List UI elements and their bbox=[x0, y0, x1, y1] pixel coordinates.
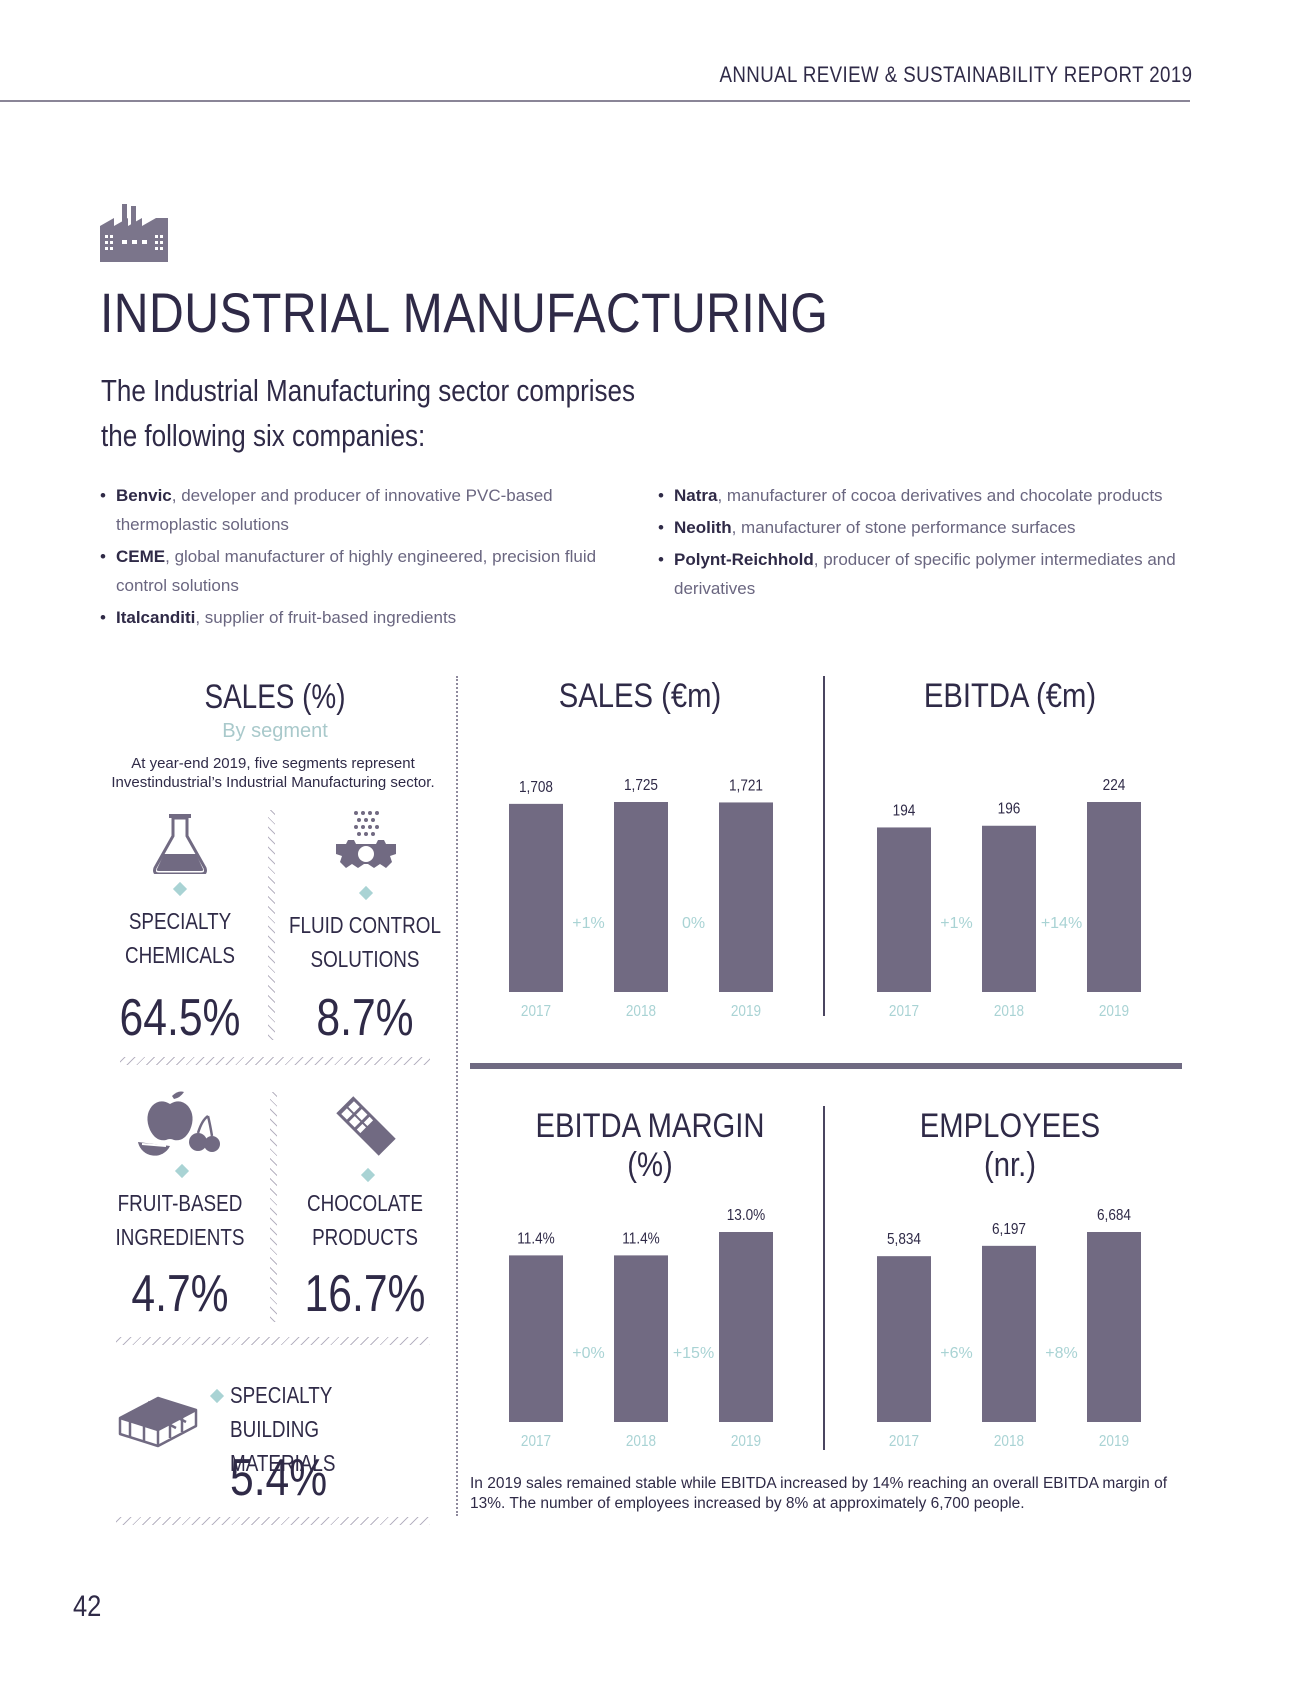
bar-2019 bbox=[1087, 802, 1141, 992]
intro-text: The Industrial Manufacturing sector comp… bbox=[101, 373, 636, 453]
bar-2017 bbox=[509, 1255, 563, 1422]
bar-2018 bbox=[982, 1245, 1036, 1422]
chart-divider bbox=[470, 1063, 1182, 1069]
bar-2017 bbox=[877, 1256, 931, 1422]
summary-text: In 2019 sales remained stable while EBIT… bbox=[470, 1475, 1168, 1512]
data-label: 11.4% bbox=[622, 1230, 660, 1247]
x-tick-label: 2019 bbox=[1099, 1003, 1129, 1020]
header-rule bbox=[0, 100, 1190, 102]
segment-diamond bbox=[360, 1167, 376, 1183]
x-tick-label: 2018 bbox=[994, 1433, 1024, 1450]
bar-2018 bbox=[614, 802, 668, 992]
zigzag-divider bbox=[116, 1517, 430, 1525]
data-label: 11.4% bbox=[517, 1230, 555, 1247]
bar-2019 bbox=[719, 1232, 773, 1422]
x-tick-label: 2018 bbox=[994, 1003, 1024, 1020]
company-list-left: Benvic, developer and producer of innova… bbox=[100, 481, 630, 635]
list-item: Italcanditi, supplier of fruit-based ing… bbox=[100, 603, 630, 632]
bar-2019 bbox=[1087, 1232, 1141, 1422]
change-label: +6% bbox=[940, 1345, 972, 1362]
segment-percent: 16.7% bbox=[304, 1265, 426, 1323]
panel-separator bbox=[456, 676, 458, 1516]
chart-ebitda: 194 2017 196 2018 224 2019 +1% +14% bbox=[877, 777, 1141, 1020]
chart-sales: 1,708 2017 1,725 2018 1,721 2019 +1% 0% bbox=[509, 777, 773, 1020]
x-tick-label: 2019 bbox=[731, 1003, 761, 1020]
company-list-right: Natra, manufacturer of cocoa derivatives… bbox=[658, 481, 1188, 606]
change-label: +15% bbox=[673, 1345, 714, 1362]
bar-2019 bbox=[719, 802, 773, 992]
report-title: ANNUAL REVIEW & SUSTAINABILITY REPORT 20… bbox=[719, 62, 1193, 87]
chocolate-bar-icon bbox=[336, 1096, 396, 1156]
data-label: 1,721 bbox=[729, 778, 763, 795]
x-tick-label: 2017 bbox=[889, 1003, 919, 1020]
chart-divider bbox=[823, 1106, 825, 1450]
chart-employees: 5,834 2017 6,197 2018 6,684 2019 +6% +8% bbox=[877, 1207, 1141, 1450]
segment-diamond bbox=[358, 885, 374, 901]
x-tick-label: 2019 bbox=[1099, 1433, 1129, 1450]
list-item: CEME, global manufacturer of highly engi… bbox=[100, 542, 630, 600]
data-label: 1,708 bbox=[519, 779, 553, 796]
segment-percent: 8.7% bbox=[316, 989, 414, 1047]
zigzag-divider bbox=[270, 1092, 277, 1322]
list-item: Benvic, developer and producer of innova… bbox=[100, 481, 630, 539]
x-tick-label: 2018 bbox=[626, 1003, 656, 1020]
change-label: +8% bbox=[1045, 1345, 1077, 1362]
fruit-icon bbox=[138, 1091, 220, 1156]
bar-2018 bbox=[614, 1255, 668, 1422]
chart-divider bbox=[823, 676, 825, 1016]
data-label: 13.0% bbox=[727, 1207, 766, 1224]
segment-percent: 5.4% bbox=[230, 1449, 328, 1507]
change-label: +14% bbox=[1041, 915, 1082, 932]
change-label: 0% bbox=[682, 915, 705, 932]
list-item: Natra, manufacturer of cocoa derivatives… bbox=[658, 481, 1188, 510]
data-label: 194 bbox=[893, 803, 916, 820]
list-item: Polynt-Reichhold, producer of specific p… bbox=[658, 545, 1188, 603]
data-label: 1,725 bbox=[624, 777, 658, 794]
x-tick-label: 2017 bbox=[889, 1433, 919, 1450]
segment-diamond bbox=[209, 1388, 225, 1404]
chart-ebitda-margin: 11.4% 2017 11.4% 2018 13.0% 2019 +0% +15% bbox=[509, 1207, 773, 1450]
bar-2017 bbox=[877, 827, 931, 992]
data-label: 196 bbox=[998, 801, 1021, 818]
segments-description: At year-end 2019, five segments represen… bbox=[111, 755, 435, 791]
chart-title-ebitda: EBITDA (€m) bbox=[923, 677, 1097, 715]
segment-name: CHOCOLATE PRODUCTS bbox=[307, 1190, 423, 1250]
data-label: 6,684 bbox=[1097, 1207, 1131, 1224]
change-label: +1% bbox=[572, 915, 604, 932]
change-label: +0% bbox=[572, 1345, 604, 1362]
flask-icon bbox=[153, 814, 207, 874]
bar-2017 bbox=[509, 803, 563, 992]
segment-name: FLUID CONTROL SOLUTIONS bbox=[289, 912, 441, 972]
data-label: 6,197 bbox=[992, 1221, 1026, 1238]
x-tick-label: 2018 bbox=[626, 1433, 656, 1450]
list-item: Neolith, manufacturer of stone performan… bbox=[658, 513, 1188, 542]
segments-subtitle: By segment bbox=[222, 720, 328, 742]
page-number: 42 bbox=[73, 1590, 102, 1623]
x-tick-label: 2019 bbox=[731, 1433, 761, 1450]
change-label: +1% bbox=[940, 915, 972, 932]
chart-title-sales: SALES (€m) bbox=[558, 677, 722, 715]
page-title: INDUSTRIAL MANUFACTURING bbox=[100, 281, 829, 344]
data-label: 5,834 bbox=[887, 1231, 921, 1248]
segment-diamond bbox=[174, 1163, 190, 1179]
chart-title-employees: EMPLOYEES (nr.) bbox=[919, 1107, 1101, 1184]
segment-name: SPECIALTY CHEMICALS bbox=[124, 908, 236, 968]
zigzag-divider bbox=[120, 1057, 430, 1065]
gear-spray-icon bbox=[336, 811, 396, 868]
zigzag-divider bbox=[116, 1337, 430, 1345]
x-tick-label: 2017 bbox=[521, 1003, 551, 1020]
factory-icon bbox=[100, 204, 168, 262]
segments-title: SALES (%) bbox=[204, 678, 346, 716]
zigzag-divider bbox=[268, 810, 275, 1040]
x-tick-label: 2017 bbox=[521, 1433, 551, 1450]
segment-percent: 4.7% bbox=[131, 1265, 229, 1323]
chart-title-ebitda-margin: EBITDA MARGIN (%) bbox=[535, 1107, 765, 1184]
data-label: 224 bbox=[1103, 777, 1126, 794]
segment-diamond bbox=[172, 881, 188, 897]
segment-name: SPECIALTY BUILDING MATERIALS bbox=[230, 1382, 336, 1476]
bar-2018 bbox=[982, 825, 1036, 992]
segment-percent: 64.5% bbox=[119, 989, 241, 1047]
segment-name: FRUIT-BASED INGREDIENTS bbox=[115, 1190, 245, 1250]
bricks-icon bbox=[118, 1396, 198, 1448]
